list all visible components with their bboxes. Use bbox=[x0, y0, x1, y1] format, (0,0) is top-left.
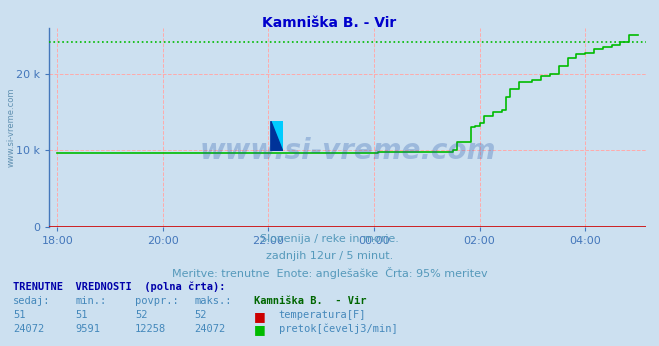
Polygon shape bbox=[271, 121, 283, 151]
Text: zadnjih 12ur / 5 minut.: zadnjih 12ur / 5 minut. bbox=[266, 251, 393, 261]
Text: 24072: 24072 bbox=[13, 324, 44, 334]
Text: 12258: 12258 bbox=[135, 324, 166, 334]
Text: Slovenija / reke in morje.: Slovenija / reke in morje. bbox=[260, 234, 399, 244]
Text: ■: ■ bbox=[254, 310, 266, 323]
Text: Kamniška B.  - Vir: Kamniška B. - Vir bbox=[254, 296, 366, 306]
Text: 9591: 9591 bbox=[76, 324, 101, 334]
Text: ■: ■ bbox=[254, 324, 266, 337]
Text: sedaj:: sedaj: bbox=[13, 296, 51, 306]
Text: 52: 52 bbox=[135, 310, 148, 320]
Text: pretok[čevelj3/min]: pretok[čevelj3/min] bbox=[279, 324, 397, 334]
Text: 51: 51 bbox=[13, 310, 26, 320]
Text: Meritve: trenutne  Enote: anglešaške  Črta: 95% meritev: Meritve: trenutne Enote: anglešaške Črta… bbox=[172, 267, 487, 279]
Text: povpr.:: povpr.: bbox=[135, 296, 179, 306]
Bar bbox=[271, 121, 283, 151]
Text: www.si-vreme.com: www.si-vreme.com bbox=[200, 137, 496, 165]
Text: maks.:: maks.: bbox=[194, 296, 232, 306]
Text: TRENUTNE  VREDNOSTI  (polna črta):: TRENUTNE VREDNOSTI (polna črta): bbox=[13, 282, 225, 292]
Text: temperatura[F]: temperatura[F] bbox=[279, 310, 366, 320]
Text: Kamniška B. - Vir: Kamniška B. - Vir bbox=[262, 16, 397, 29]
Text: 51: 51 bbox=[76, 310, 88, 320]
Text: 24072: 24072 bbox=[194, 324, 225, 334]
Text: min.:: min.: bbox=[76, 296, 107, 306]
Text: www.si-vreme.com: www.si-vreme.com bbox=[6, 88, 15, 167]
Text: 52: 52 bbox=[194, 310, 207, 320]
